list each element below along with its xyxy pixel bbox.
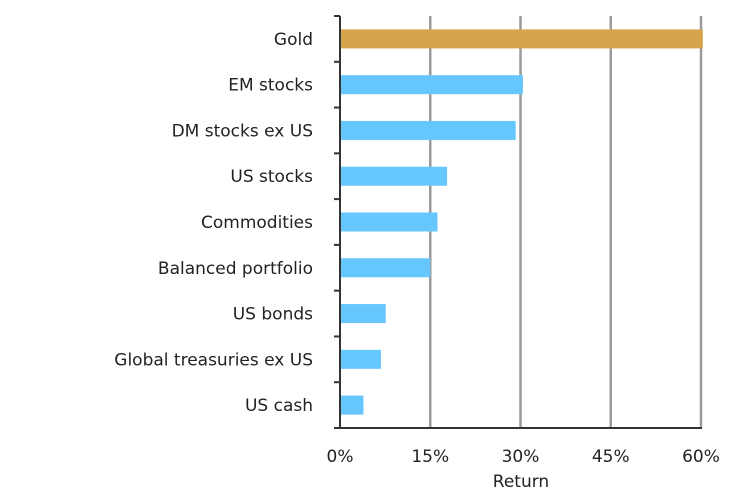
x-tick-label: 15% <box>411 447 449 467</box>
bar-us-bonds <box>340 304 386 324</box>
category-label: Commodities <box>201 213 313 233</box>
bar-balanced-portfolio <box>340 258 431 278</box>
x-tick-label: 60% <box>682 447 720 467</box>
bar-global-treasuries-ex-us <box>340 349 381 369</box>
category-label: US cash <box>245 396 313 416</box>
bar-gold <box>340 29 703 49</box>
bar-us-cash <box>340 395 364 415</box>
bar-commodities <box>340 212 438 232</box>
bar-dm-stocks-ex-us <box>340 120 516 140</box>
category-labels: Gold EM stocks DM stocks ex US US stocks Com… <box>114 30 313 416</box>
x-tick-label: 45% <box>592 447 630 467</box>
category-label: Global treasuries ex US <box>114 350 313 370</box>
bar-em-stocks <box>340 75 523 95</box>
category-label: DM stocks ex US <box>172 121 313 141</box>
bar-us-stocks <box>340 166 448 186</box>
x-tick-label: 0% <box>327 447 354 467</box>
x-tick-labels: 0% 15% 30% 45% 60% <box>327 447 720 467</box>
x-tick-label: 30% <box>502 447 540 467</box>
axes <box>334 15 702 429</box>
category-label: US bonds <box>233 305 313 325</box>
x-axis-label: Return <box>493 472 549 492</box>
category-label: Balanced portfolio <box>158 259 313 279</box>
bars <box>340 29 703 415</box>
category-label: EM stocks <box>228 76 313 96</box>
category-label: US stocks <box>230 167 313 187</box>
category-label: Gold <box>274 30 313 50</box>
